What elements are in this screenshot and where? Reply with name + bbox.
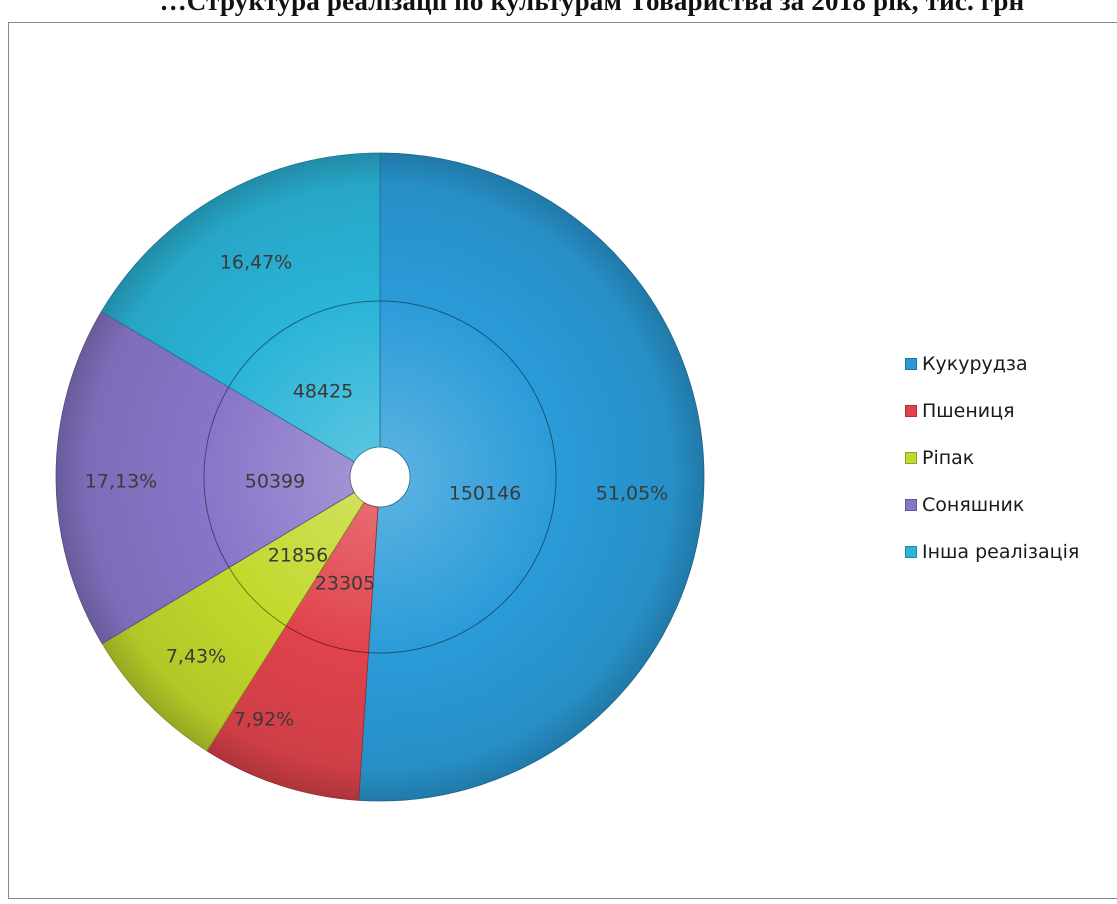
legend-item: Соняшник <box>905 493 1079 517</box>
legend-swatch <box>905 499 917 511</box>
inner-ring-slice-4 <box>203 386 355 569</box>
outer-percent-label-1: 51,05% <box>596 483 668 505</box>
legend-item: Кукурудза <box>905 352 1079 376</box>
legend-label: Ріпак <box>922 447 975 469</box>
inner-value-label-5: 48425 <box>293 381 353 403</box>
legend-swatch <box>905 546 917 558</box>
inner-ring-slice-5 <box>228 300 381 463</box>
inner-ring <box>203 300 557 654</box>
legend-swatch <box>905 405 917 417</box>
inner-value-label-1: 150146 <box>449 483 522 505</box>
ring-separators <box>203 300 557 654</box>
legend-label: Кукурудза <box>922 353 1028 375</box>
chart-title: …Структура реалізації по культурам Товар… <box>159 0 1025 16</box>
outer-percent-label-2: 7,92% <box>234 709 294 731</box>
outer-ring <box>55 152 705 802</box>
legend-label: Пшениця <box>922 400 1015 422</box>
legend-item: Пшениця <box>905 399 1079 423</box>
legend-swatch <box>905 452 917 464</box>
legend-swatch <box>905 358 917 370</box>
chart-legend: Кукурудза Пшениця Ріпак Соняшник Інша реаліз… <box>905 352 1079 587</box>
legend-item: Ріпак <box>905 446 1079 470</box>
legend-item: Інша реалізація <box>905 540 1079 564</box>
outer-percent-label-3: 7,43% <box>166 646 226 668</box>
legend-label: Інша реалізація <box>922 541 1080 563</box>
outer-percent-label-5: 16,47% <box>220 252 292 274</box>
inner-value-label-2: 23305 <box>315 573 375 595</box>
inner-value-label-4: 50399 <box>245 471 305 493</box>
data-labels: 150146 23305 21856 50399 48425 51,05% 7,92% 7,4… <box>85 252 668 731</box>
ring-separator <box>203 300 557 654</box>
inner-ring-slice-1 <box>368 300 557 654</box>
inner-value-label-3: 21856 <box>268 545 328 567</box>
outer-percent-label-4: 17,13% <box>85 471 157 493</box>
legend-label: Соняшник <box>922 494 1025 516</box>
